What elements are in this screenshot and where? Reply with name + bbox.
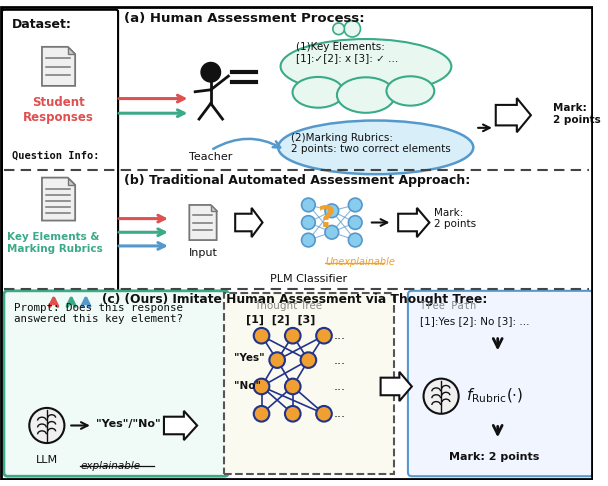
Polygon shape	[42, 47, 75, 86]
Polygon shape	[235, 208, 263, 237]
Text: (a) Human Assessment Process:: (a) Human Assessment Process:	[124, 12, 365, 25]
Circle shape	[254, 328, 269, 344]
Text: Unexplainable: Unexplainable	[325, 257, 395, 267]
Ellipse shape	[387, 76, 434, 105]
Ellipse shape	[278, 121, 473, 174]
Circle shape	[285, 379, 300, 394]
Polygon shape	[164, 411, 197, 440]
Circle shape	[333, 23, 345, 35]
Circle shape	[348, 198, 362, 212]
Circle shape	[348, 233, 362, 247]
Text: Teacher: Teacher	[189, 152, 232, 162]
Circle shape	[316, 328, 332, 344]
Text: Mark: 2 points: Mark: 2 points	[449, 452, 539, 462]
Text: "Yes": "Yes"	[234, 353, 265, 363]
Text: (1)Key Elements:
[1]:✓[2]: x [3]: ✓ ...: (1)Key Elements: [1]:✓[2]: x [3]: ✓ ...	[295, 42, 398, 64]
Circle shape	[269, 352, 285, 368]
Text: Dataset:: Dataset:	[12, 17, 72, 31]
Text: Mark:
2 points: Mark: 2 points	[434, 208, 477, 229]
Ellipse shape	[280, 39, 451, 94]
Text: explainable: explainable	[80, 461, 140, 470]
Text: Input: Input	[188, 248, 218, 258]
Text: (2)Marking Rubrics:
2 points: two correct elements: (2)Marking Rubrics: 2 points: two correc…	[291, 133, 451, 155]
Polygon shape	[496, 98, 531, 132]
FancyBboxPatch shape	[408, 291, 593, 476]
Text: [1]  [2]  [3]: [1] [2] [3]	[246, 314, 316, 325]
Text: Mark:
2 points: Mark: 2 points	[553, 104, 601, 125]
FancyBboxPatch shape	[224, 293, 394, 474]
Text: ...: ...	[334, 407, 346, 420]
Text: Key Elements &
Marking Rubrics: Key Elements & Marking Rubrics	[7, 232, 103, 254]
Text: ...: ...	[334, 354, 346, 366]
Circle shape	[344, 20, 361, 37]
Polygon shape	[381, 372, 412, 401]
Ellipse shape	[337, 77, 395, 113]
Polygon shape	[189, 205, 216, 240]
Text: Prompt: Does this response
answered this key element?: Prompt: Does this response answered this…	[13, 302, 182, 324]
Circle shape	[302, 233, 315, 247]
Polygon shape	[68, 177, 75, 185]
Text: "No": "No"	[234, 381, 261, 391]
FancyBboxPatch shape	[2, 10, 118, 295]
Text: "Yes"/"No": "Yes"/"No"	[95, 418, 161, 429]
Circle shape	[325, 226, 339, 239]
Polygon shape	[210, 205, 216, 211]
Circle shape	[285, 406, 300, 421]
Circle shape	[201, 63, 221, 82]
Circle shape	[300, 352, 316, 368]
Text: (b) Traditional Automated Assessment Approach:: (b) Traditional Automated Assessment App…	[124, 174, 470, 187]
Text: $f_{\rm Rubric}(\cdot)$: $f_{\rm Rubric}(\cdot)$	[466, 386, 524, 405]
FancyBboxPatch shape	[4, 291, 229, 476]
Circle shape	[302, 198, 315, 212]
Text: (c) (Ours) Imitate Human Assessment via Thought Tree:: (c) (Ours) Imitate Human Assessment via …	[103, 293, 488, 306]
Text: ...: ...	[334, 380, 346, 393]
Text: ...: ...	[334, 329, 346, 342]
Text: [1]:Yes [2]: No [3]: ...: [1]:Yes [2]: No [3]: ...	[420, 316, 529, 326]
Text: Tree Path: Tree Path	[420, 300, 476, 311]
Polygon shape	[398, 208, 429, 237]
Polygon shape	[68, 47, 75, 54]
Circle shape	[348, 216, 362, 229]
Ellipse shape	[292, 77, 344, 108]
Text: ?: ?	[318, 204, 336, 233]
Circle shape	[325, 204, 339, 218]
Text: Question Info:: Question Info:	[12, 150, 99, 160]
Text: PLM Classifier: PLM Classifier	[270, 274, 347, 284]
Text: Thought Tree: Thought Tree	[254, 300, 322, 311]
Text: Student
Responses: Student Responses	[23, 96, 94, 123]
Text: LLM: LLM	[36, 455, 58, 465]
Circle shape	[254, 379, 269, 394]
Circle shape	[254, 406, 269, 421]
Polygon shape	[42, 177, 75, 221]
Circle shape	[424, 379, 458, 414]
Circle shape	[285, 328, 300, 344]
Circle shape	[29, 408, 64, 443]
Circle shape	[302, 216, 315, 229]
Circle shape	[316, 406, 332, 421]
